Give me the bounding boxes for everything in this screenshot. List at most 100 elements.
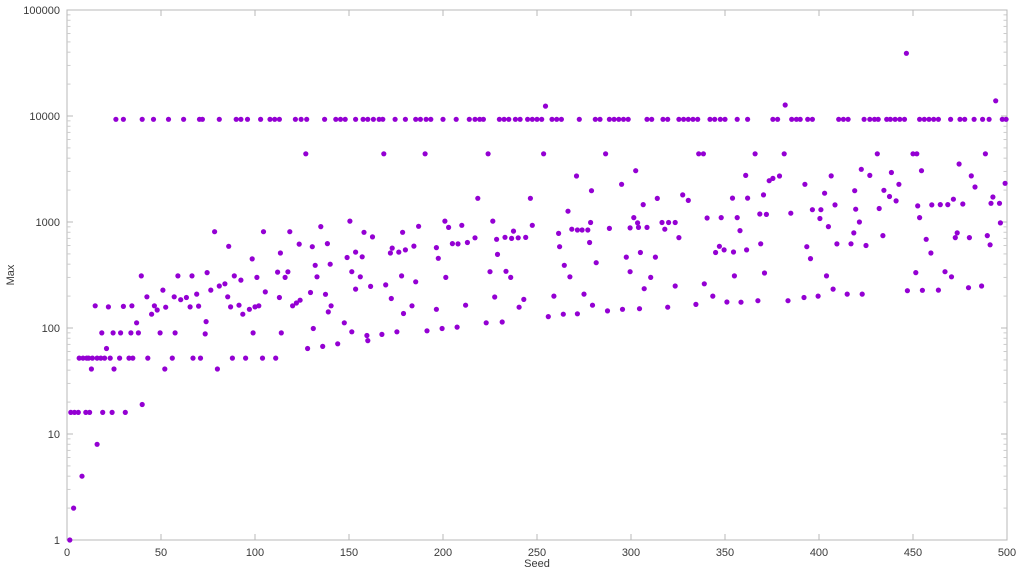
data-point	[433, 245, 439, 251]
data-point	[135, 330, 141, 336]
data-point	[680, 192, 686, 198]
data-point	[928, 250, 934, 256]
data-point	[212, 229, 218, 235]
data-point	[400, 310, 407, 317]
data-point	[948, 116, 954, 122]
x-axis-title: Seed	[524, 558, 550, 570]
data-point	[685, 116, 691, 122]
data-point	[394, 329, 400, 335]
data-point	[888, 169, 895, 176]
data-point	[972, 184, 978, 190]
data-point	[422, 151, 428, 157]
data-point	[755, 298, 761, 304]
data-point	[259, 355, 266, 361]
data-point	[364, 332, 370, 339]
data-point	[442, 218, 448, 224]
data-point	[662, 226, 668, 232]
x-tick-label: 200	[434, 547, 452, 559]
data-point	[490, 218, 496, 224]
data-point	[712, 116, 718, 122]
data-point	[508, 274, 514, 280]
data-point	[886, 193, 893, 200]
data-point	[517, 116, 523, 122]
data-point	[67, 537, 73, 543]
data-point	[463, 302, 469, 308]
data-point	[901, 116, 908, 122]
data-point	[903, 50, 910, 56]
data-point	[249, 256, 255, 262]
data-point	[145, 355, 151, 361]
data-point	[246, 306, 252, 312]
data-point	[904, 288, 911, 294]
data-point	[204, 270, 210, 276]
data-point	[988, 200, 994, 206]
data-point	[202, 331, 208, 337]
data-point	[926, 116, 932, 122]
data-point	[948, 274, 955, 280]
data-point	[743, 172, 749, 178]
data-point	[805, 116, 811, 122]
y-tick-label: 10	[48, 429, 60, 441]
data-point	[282, 274, 288, 280]
data-point	[365, 338, 371, 344]
data-point	[893, 198, 899, 204]
data-point	[229, 355, 235, 361]
data-point	[139, 401, 145, 408]
data-point	[92, 303, 98, 309]
data-point	[333, 116, 339, 122]
data-point	[138, 273, 144, 279]
data-point	[94, 441, 100, 447]
data-point	[745, 195, 751, 201]
data-point	[724, 299, 730, 305]
data-point	[423, 116, 429, 122]
data-point	[957, 116, 963, 122]
data-point	[87, 409, 93, 415]
data-point	[369, 234, 376, 240]
data-point	[871, 116, 878, 122]
data-point	[832, 202, 838, 208]
data-point	[150, 116, 157, 122]
data-point	[874, 151, 880, 157]
data-point	[627, 269, 633, 275]
data-point	[276, 116, 282, 122]
data-point	[349, 329, 355, 335]
data-point	[770, 116, 776, 122]
data-point	[556, 230, 562, 236]
data-point	[721, 247, 727, 253]
data-point	[848, 241, 854, 247]
data-point	[915, 203, 921, 209]
data-point	[1003, 116, 1009, 122]
data-point	[929, 202, 935, 208]
data-point	[782, 102, 788, 108]
data-point	[649, 116, 655, 122]
data-point	[809, 116, 816, 122]
data-point	[952, 235, 958, 241]
data-point	[162, 366, 168, 372]
data-point	[443, 274, 449, 280]
data-point	[984, 233, 990, 239]
y-tick-label: 1000	[36, 217, 60, 229]
data-point	[917, 215, 923, 221]
data-point	[254, 274, 260, 280]
data-point	[558, 116, 565, 122]
data-point	[999, 116, 1005, 122]
data-point	[652, 254, 659, 260]
data-point	[380, 116, 386, 122]
data-point	[144, 294, 150, 300]
data-point	[760, 192, 767, 198]
data-point	[222, 281, 228, 287]
data-point	[529, 116, 535, 122]
data-point	[83, 409, 89, 415]
data-point	[325, 309, 331, 315]
data-point	[604, 308, 611, 314]
data-point	[982, 151, 989, 157]
data-point	[619, 306, 626, 312]
data-point	[574, 311, 581, 317]
y-tick-label: 10000	[29, 111, 60, 123]
data-point	[337, 116, 344, 122]
data-point	[644, 116, 650, 122]
data-point	[758, 241, 764, 247]
data-point	[485, 151, 491, 157]
data-point	[243, 355, 249, 361]
data-point	[990, 194, 996, 200]
